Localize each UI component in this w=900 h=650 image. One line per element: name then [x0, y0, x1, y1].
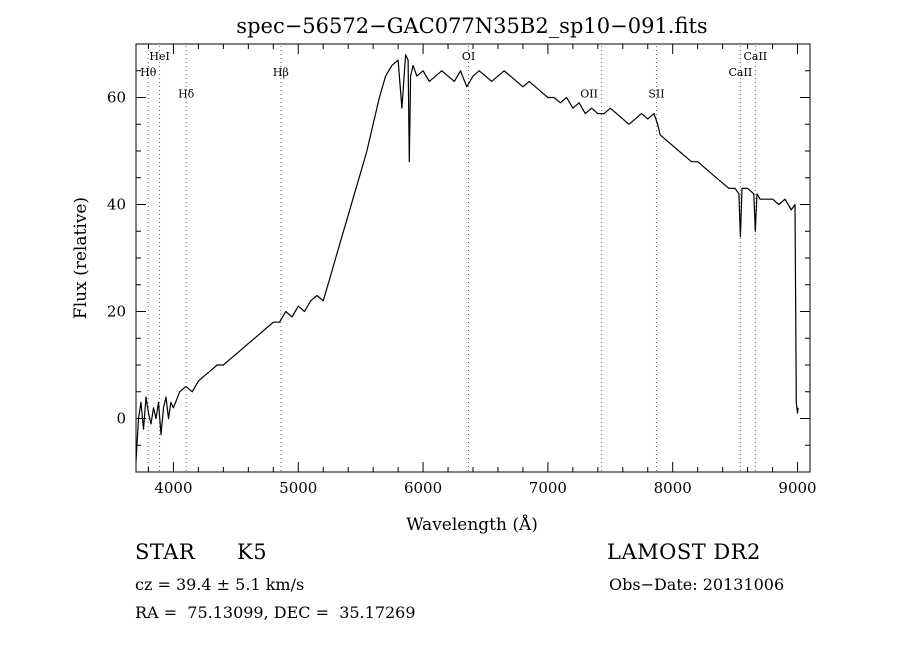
chart-title: spec−56572−GAC077N35B2_sp10−091.fits [236, 14, 707, 38]
line-label: CaII [743, 50, 767, 63]
x-tick-label: 6000 [404, 479, 442, 497]
object-class: STAR [135, 540, 196, 564]
x-tick-label: 5000 [279, 479, 317, 497]
x-axis-label: Wavelength (Å) [406, 514, 538, 535]
y-tick-label: 0 [116, 410, 126, 428]
y-axis-label: Flux (relative) [71, 197, 91, 319]
line-label: OI [462, 50, 475, 63]
line-markers [147, 46, 756, 472]
object-subclass: K5 [237, 540, 268, 564]
line-label: SII [648, 88, 664, 101]
plot-frame [135, 43, 811, 473]
x-tick-label: 7000 [529, 479, 567, 497]
y-tick-label: 40 [107, 196, 126, 214]
x-tick-label: 8000 [654, 479, 692, 497]
obs-date-text: Obs−Date: 20131006 [609, 575, 785, 594]
spectrum-series [135, 54, 799, 462]
line-label: Hθ [140, 66, 157, 79]
y-tick-label: 20 [107, 303, 126, 321]
y-tick-label: 60 [107, 89, 126, 107]
redshift-text: cz = 39.4 ± 5.1 km/s [135, 575, 305, 594]
line-label: HeI [149, 50, 169, 63]
x-tick-label: 4000 [154, 479, 192, 497]
line-label: Hβ [273, 66, 289, 79]
axes: 4000 5000 6000 7000 8000 9000 0 20 40 60 [107, 43, 817, 497]
line-labels: HeI Hθ Hδ Hβ OI OII SII CaII CaII [140, 50, 767, 100]
line-label: Hδ [178, 88, 195, 101]
line-label: CaII [729, 66, 753, 79]
spectrum-line [135, 54, 799, 462]
coords-text: RA = 75.13099, DEC = 35.17269 [135, 603, 416, 622]
survey-name: LAMOST DR2 [607, 540, 761, 564]
line-label: OII [580, 88, 598, 101]
x-tick-label: 9000 [778, 479, 816, 497]
